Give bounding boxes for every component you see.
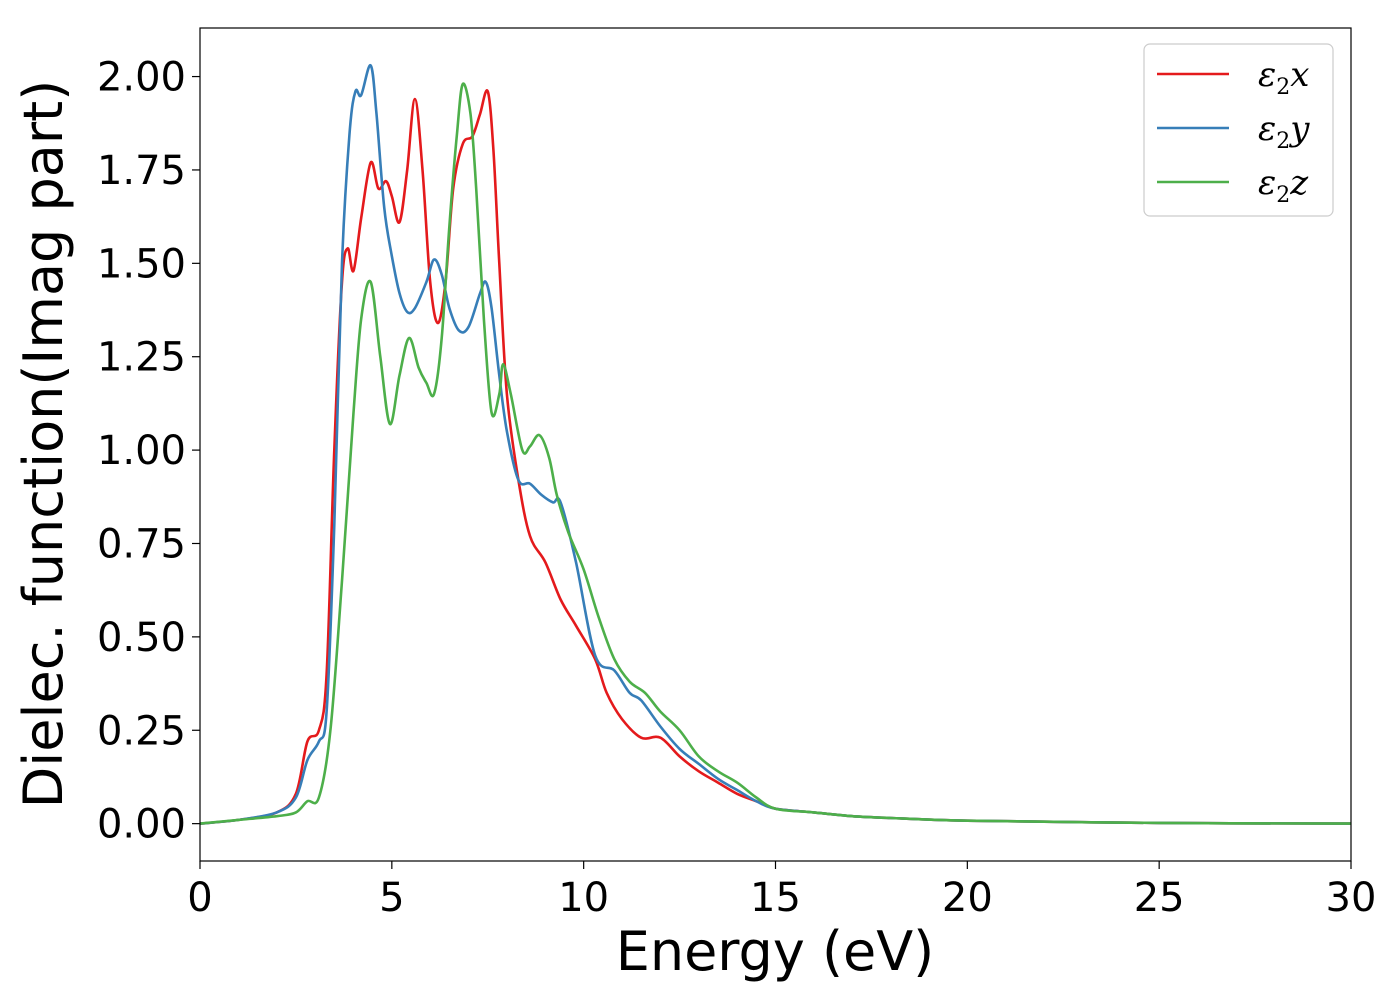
x-tick-label: 5 bbox=[379, 875, 404, 921]
legend-frame bbox=[1143, 43, 1334, 217]
y-tick-label: 0.50 bbox=[97, 615, 186, 661]
y-tick-label: 1.00 bbox=[97, 428, 186, 474]
y-tick-label: 0.75 bbox=[97, 521, 186, 567]
legend-label-x: ε2x bbox=[1258, 55, 1309, 100]
legend-label-z: ε2z bbox=[1258, 163, 1309, 208]
x-axis-ticks: 0 5 10 15 20 25 30 bbox=[187, 861, 1376, 921]
x-axis-label: Energy (eV) bbox=[616, 920, 935, 983]
y-axis-ticks: 0.00 0.25 0.50 0.75 1.00 1.25 1.50 1.75 2.00 bbox=[97, 55, 200, 848]
series-layer bbox=[199, 64, 1352, 825]
series-line-y bbox=[199, 64, 1352, 825]
x-tick-label: 10 bbox=[558, 875, 609, 921]
x-tick-label: 0 bbox=[187, 875, 212, 921]
series-line-z bbox=[199, 82, 1352, 825]
x-tick-label: 20 bbox=[942, 875, 993, 921]
y-tick-label: 0.25 bbox=[97, 708, 186, 754]
y-tick-label: 1.25 bbox=[97, 335, 186, 381]
y-tick-label: 1.75 bbox=[97, 148, 186, 194]
y-tick-label: 0.00 bbox=[97, 802, 186, 848]
y-tick-label: 2.00 bbox=[97, 55, 186, 101]
y-tick-label: 1.50 bbox=[97, 241, 186, 287]
y-axis-label: Dielec. function(Imag part) bbox=[12, 80, 75, 809]
legend: ε2x ε2y ε2z bbox=[1143, 43, 1334, 217]
x-tick-label: 30 bbox=[1326, 875, 1377, 921]
x-tick-label: 15 bbox=[750, 875, 801, 921]
legend-label-y: ε2y bbox=[1258, 109, 1310, 154]
x-tick-label: 25 bbox=[1134, 875, 1185, 921]
